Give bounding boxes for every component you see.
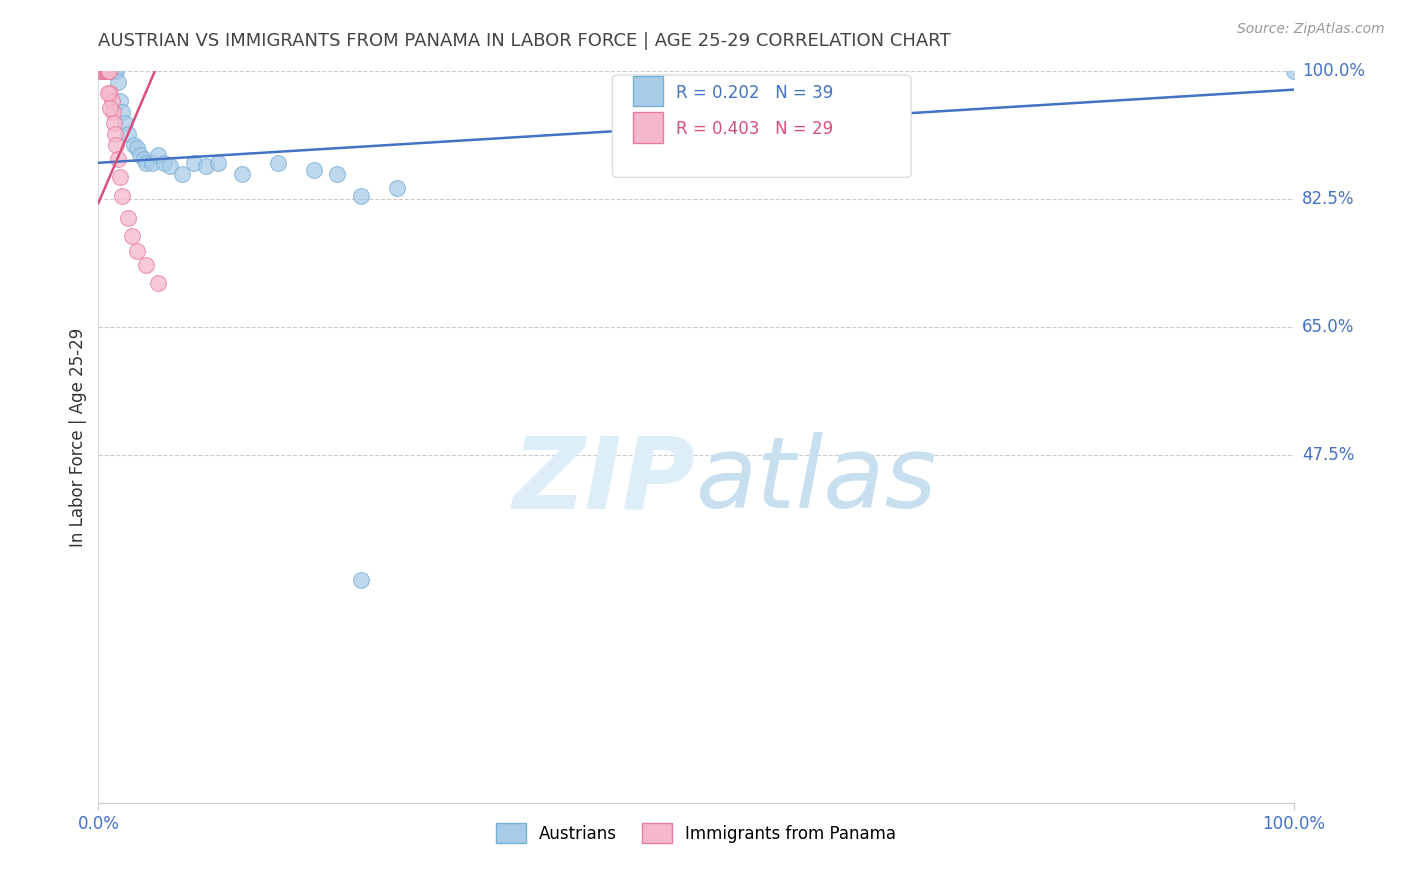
Point — [100, 64, 122, 78]
Text: atlas: atlas — [696, 433, 938, 530]
Point — [93, 64, 115, 78]
Point — [98, 64, 121, 78]
Point — [100, 94, 122, 108]
Text: R = 0.202   N = 39: R = 0.202 N = 39 — [676, 84, 832, 102]
Point — [117, 211, 139, 225]
Point — [267, 156, 290, 170]
Point — [326, 167, 349, 181]
Text: ZIP: ZIP — [513, 433, 696, 530]
Point — [141, 156, 163, 170]
Point — [183, 156, 205, 170]
Point — [153, 156, 176, 170]
Point — [98, 64, 122, 78]
Point — [97, 64, 120, 78]
Point — [91, 64, 114, 78]
Point — [96, 64, 118, 78]
Point — [97, 64, 120, 78]
Point — [94, 64, 117, 78]
Point — [93, 64, 115, 78]
Point — [148, 277, 170, 291]
Point — [302, 163, 325, 178]
Point — [132, 152, 155, 166]
Bar — [633, 76, 662, 106]
Point — [111, 188, 134, 202]
Text: 100.0%: 100.0% — [1302, 62, 1365, 80]
Point — [125, 141, 148, 155]
Point — [107, 152, 129, 166]
Point — [101, 64, 124, 78]
Point — [121, 228, 143, 243]
Point — [135, 156, 157, 170]
Point — [97, 87, 120, 101]
Point — [108, 94, 131, 108]
Point — [350, 188, 373, 202]
Point — [172, 167, 194, 181]
Text: 65.0%: 65.0% — [1302, 318, 1354, 336]
Point — [98, 64, 121, 78]
Point — [195, 160, 218, 174]
Text: 47.5%: 47.5% — [1302, 446, 1354, 465]
FancyBboxPatch shape — [613, 75, 911, 178]
Point — [129, 148, 152, 162]
Point — [350, 573, 373, 587]
Point — [105, 137, 128, 152]
Text: 82.5%: 82.5% — [1302, 190, 1354, 209]
Bar — [633, 112, 662, 143]
Point — [96, 64, 118, 78]
Point — [108, 170, 131, 185]
Point — [90, 64, 112, 78]
Point — [1282, 64, 1305, 78]
Text: R = 0.403   N = 29: R = 0.403 N = 29 — [676, 120, 832, 138]
Point — [117, 127, 139, 141]
Point — [107, 75, 129, 89]
Point — [148, 148, 170, 162]
Point — [207, 156, 229, 170]
Legend: Austrians, Immigrants from Panama: Austrians, Immigrants from Panama — [489, 817, 903, 849]
Text: AUSTRIAN VS IMMIGRANTS FROM PANAMA IN LABOR FORCE | AGE 25-29 CORRELATION CHART: AUSTRIAN VS IMMIGRANTS FROM PANAMA IN LA… — [98, 32, 950, 50]
Point — [94, 64, 117, 78]
Point — [114, 115, 136, 129]
Point — [103, 115, 125, 129]
Point — [124, 137, 146, 152]
Point — [101, 104, 124, 119]
Point — [94, 64, 117, 78]
Point — [231, 167, 253, 181]
Point — [98, 101, 122, 115]
Point — [90, 64, 112, 78]
Point — [385, 181, 409, 195]
Point — [97, 64, 120, 78]
Point — [111, 104, 134, 119]
Point — [96, 64, 118, 78]
Text: Source: ZipAtlas.com: Source: ZipAtlas.com — [1237, 22, 1385, 37]
Point — [104, 127, 127, 141]
Point — [135, 258, 157, 272]
Point — [105, 64, 128, 78]
Point — [159, 160, 181, 174]
Point — [93, 64, 115, 78]
Point — [91, 64, 114, 78]
Point — [103, 64, 125, 78]
Y-axis label: In Labor Force | Age 25-29: In Labor Force | Age 25-29 — [69, 327, 87, 547]
Point — [104, 64, 127, 78]
Point — [98, 87, 122, 101]
Point — [91, 64, 114, 78]
Point — [98, 64, 121, 78]
Point — [91, 64, 114, 78]
Point — [125, 244, 148, 258]
